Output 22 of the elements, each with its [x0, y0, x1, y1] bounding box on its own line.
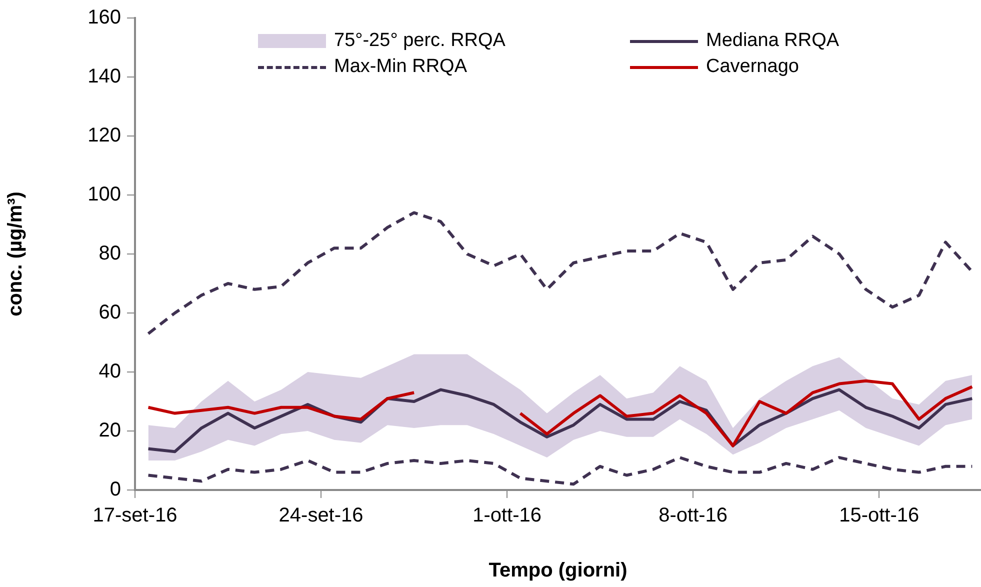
y-tick-label: 100	[88, 184, 121, 206]
y-tick-label: 40	[98, 360, 121, 383]
y-tick-label: 120	[88, 124, 121, 147]
line-series	[146, 211, 974, 336]
y-tick-label: 160	[88, 6, 121, 29]
legend-label: Cavernago	[706, 56, 799, 78]
y-tick-label: 140	[88, 66, 121, 88]
legend-label: Mediana RRQA	[706, 30, 840, 52]
x-tick-label: 1-ott-16	[472, 504, 542, 527]
y-tick-label: 0	[110, 478, 121, 501]
legend-label: Max-Min RRQA	[334, 56, 468, 78]
y-tick-label: 20	[98, 420, 121, 442]
y-axis-title: conc. (µg/m³)	[4, 192, 27, 316]
x-tick-label: 17-set-16	[92, 504, 178, 527]
y-tick-label: 60	[98, 302, 121, 324]
x-axis-title: Tempo (giorni)	[488, 560, 628, 582]
legend-label: 75°-25° perc. RRQA	[334, 30, 506, 52]
x-tick-label: 15-ott-16	[839, 504, 920, 527]
y-tick-label: 80	[98, 242, 121, 265]
line-series	[146, 456, 974, 486]
x-tick-label: 24-set-16	[278, 504, 364, 527]
x-tick-label: 8-ott-16	[658, 504, 728, 527]
